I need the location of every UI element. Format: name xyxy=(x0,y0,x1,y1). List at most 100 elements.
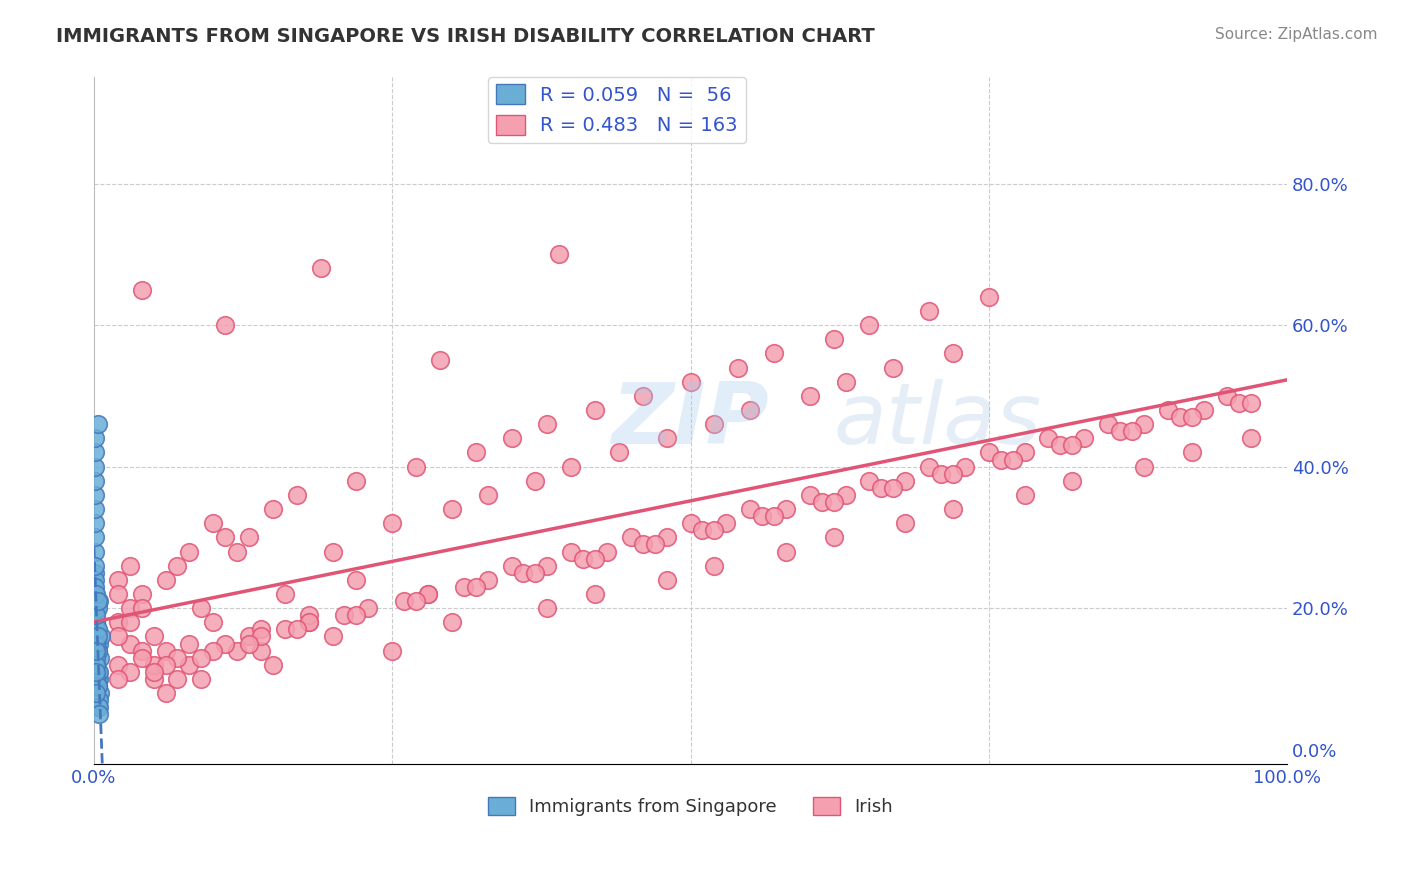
Point xyxy=(1168,410,1191,425)
Point xyxy=(477,573,499,587)
Point xyxy=(1014,445,1036,459)
Point xyxy=(86,608,108,623)
Point xyxy=(464,580,486,594)
Point xyxy=(716,516,738,531)
Point xyxy=(179,657,201,672)
Point xyxy=(107,573,129,587)
Point xyxy=(166,558,188,573)
Point xyxy=(190,601,212,615)
Point xyxy=(118,636,141,650)
Point xyxy=(86,636,108,650)
Point xyxy=(202,615,225,630)
Point xyxy=(84,573,107,587)
Point xyxy=(86,601,108,615)
Point xyxy=(214,318,236,332)
Point xyxy=(655,530,678,544)
Point xyxy=(107,657,129,672)
Point xyxy=(322,630,344,644)
Point xyxy=(86,623,108,637)
Point xyxy=(858,474,880,488)
Point xyxy=(238,530,260,544)
Point xyxy=(1240,396,1263,410)
Point xyxy=(131,650,153,665)
Point xyxy=(751,509,773,524)
Point xyxy=(823,530,845,544)
Point xyxy=(799,389,821,403)
Point xyxy=(823,332,845,346)
Point xyxy=(1121,424,1143,438)
Point xyxy=(87,693,110,707)
Point xyxy=(131,643,153,657)
Point xyxy=(1157,403,1180,417)
Point xyxy=(84,474,107,488)
Point xyxy=(86,657,108,672)
Point xyxy=(1109,424,1132,438)
Point xyxy=(1216,389,1239,403)
Point xyxy=(142,665,165,679)
Point xyxy=(86,657,108,672)
Point xyxy=(381,643,404,657)
Point xyxy=(357,601,380,615)
Point xyxy=(631,537,654,551)
Point xyxy=(87,700,110,714)
Point xyxy=(440,502,463,516)
Point xyxy=(86,601,108,615)
Point xyxy=(1097,417,1119,432)
Point xyxy=(86,700,108,714)
Point xyxy=(607,445,630,459)
Point xyxy=(118,601,141,615)
Point xyxy=(918,459,941,474)
Point xyxy=(942,502,965,516)
Point xyxy=(858,318,880,332)
Point xyxy=(416,587,439,601)
Point xyxy=(86,417,108,432)
Point xyxy=(740,403,762,417)
Point xyxy=(1227,396,1250,410)
Point xyxy=(87,594,110,608)
Point xyxy=(86,615,108,630)
Point xyxy=(118,558,141,573)
Point xyxy=(285,623,308,637)
Point xyxy=(142,630,165,644)
Point xyxy=(583,551,606,566)
Point xyxy=(84,445,107,459)
Point xyxy=(918,304,941,318)
Point xyxy=(405,459,427,474)
Point xyxy=(679,516,702,531)
Point xyxy=(298,608,321,623)
Point xyxy=(1192,403,1215,417)
Point xyxy=(86,679,108,693)
Point xyxy=(405,594,427,608)
Point xyxy=(250,643,273,657)
Legend: Immigrants from Singapore, Irish: Immigrants from Singapore, Irish xyxy=(481,789,900,823)
Point xyxy=(346,474,368,488)
Point xyxy=(107,672,129,686)
Point xyxy=(86,665,108,679)
Point xyxy=(775,502,797,516)
Point xyxy=(274,587,297,601)
Point xyxy=(1181,445,1204,459)
Point xyxy=(560,459,582,474)
Point xyxy=(501,431,523,445)
Point xyxy=(536,601,558,615)
Point xyxy=(202,516,225,531)
Text: IMMIGRANTS FROM SINGAPORE VS IRISH DISABILITY CORRELATION CHART: IMMIGRANTS FROM SINGAPORE VS IRISH DISAB… xyxy=(56,27,875,45)
Point xyxy=(262,657,284,672)
Point xyxy=(416,587,439,601)
Point xyxy=(84,608,107,623)
Point xyxy=(740,502,762,516)
Point xyxy=(84,459,107,474)
Point xyxy=(929,467,952,481)
Point xyxy=(1038,431,1060,445)
Point xyxy=(1133,417,1156,432)
Point xyxy=(86,686,108,700)
Point xyxy=(440,615,463,630)
Point xyxy=(86,643,108,657)
Point xyxy=(834,488,856,502)
Point xyxy=(763,346,786,360)
Point xyxy=(572,551,595,566)
Point xyxy=(763,509,786,524)
Point xyxy=(87,636,110,650)
Point xyxy=(86,679,108,693)
Point xyxy=(583,403,606,417)
